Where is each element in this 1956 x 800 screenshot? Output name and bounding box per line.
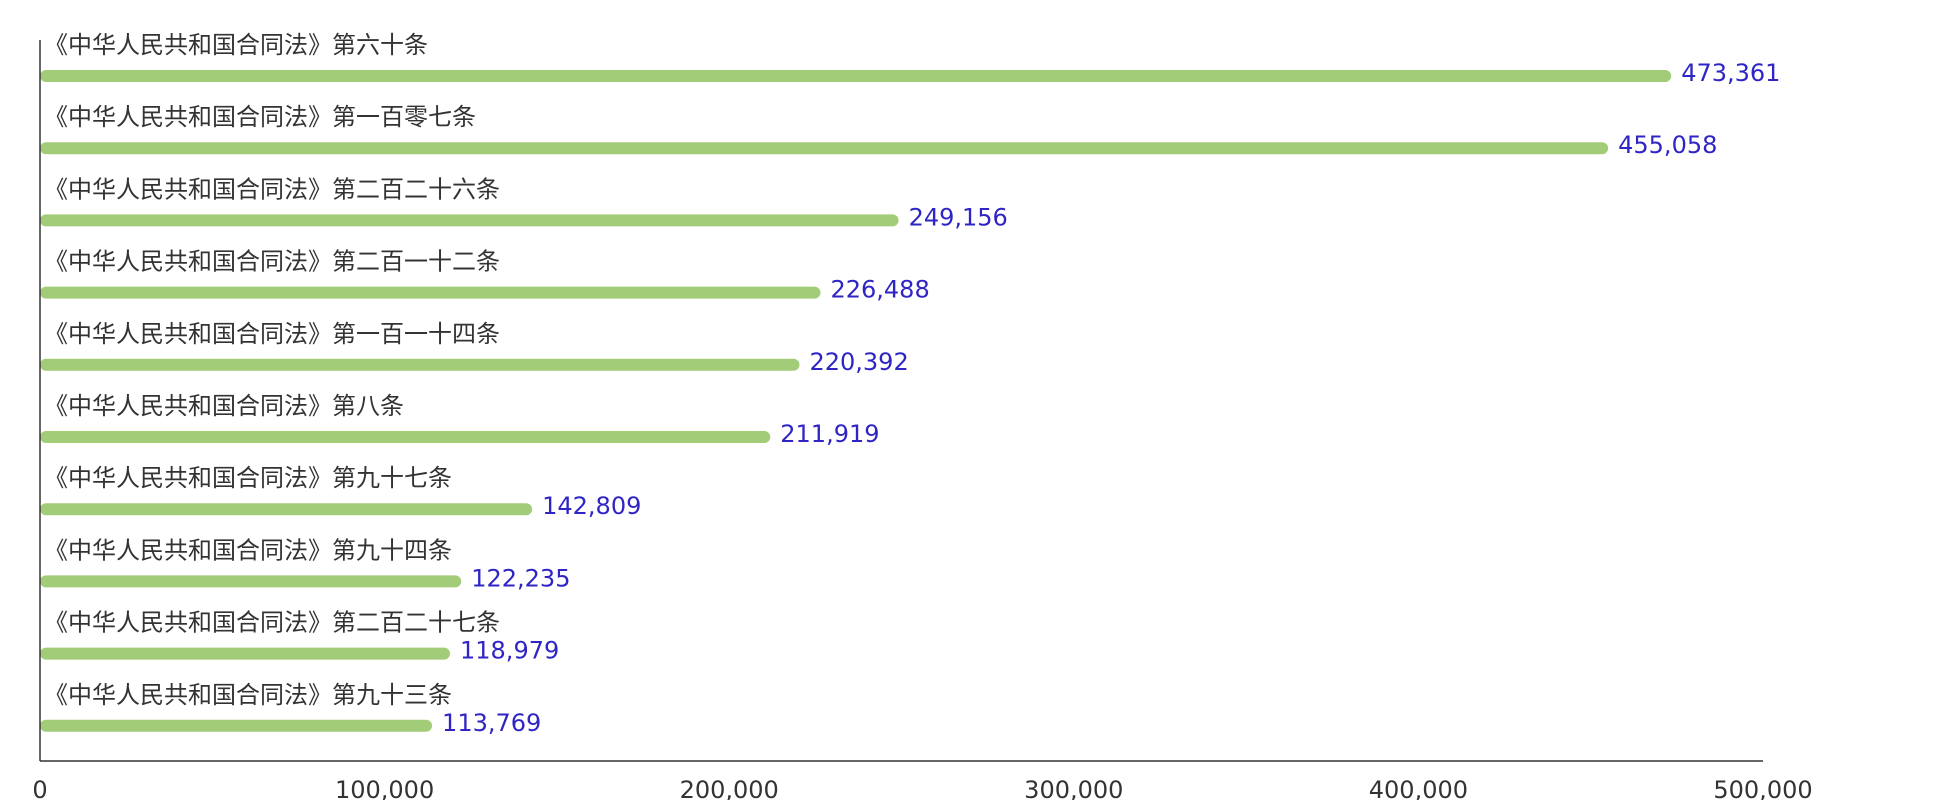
bars-layer [40, 70, 1672, 732]
bar [40, 431, 771, 443]
value-label: 220,392 [809, 348, 908, 376]
bar [40, 286, 821, 299]
category-labels-layer: 《中华人民共和国合同法》第六十条《中华人民共和国合同法》第一百零七条《中华人民共… [44, 31, 500, 709]
bar [40, 503, 533, 516]
x-tick-label: 400,000 [1369, 776, 1468, 800]
x-tick-label: 200,000 [680, 776, 779, 800]
bar [40, 575, 462, 588]
value-label: 226,488 [830, 276, 929, 304]
value-labels-layer: 473,361 455,058 249,156 226,488 220,392 211,9… [442, 59, 1780, 737]
bar [40, 70, 1672, 82]
category-label: 《中华人民共和国合同法》第八条 [44, 392, 404, 420]
x-tick-label: 500,000 [1713, 776, 1812, 800]
bar [40, 358, 800, 371]
category-label: 《中华人民共和国合同法》第一百一十四条 [44, 320, 500, 348]
value-label: 142,809 [542, 492, 641, 520]
category-label: 《中华人民共和国合同法》第二百二十六条 [44, 175, 500, 203]
x-tick-labels-layer: 0 100,000 200,000 300,000 400,000 500,000 [32, 776, 1812, 800]
category-label: 《中华人民共和国合同法》第六十条 [44, 31, 428, 59]
category-label: 《中华人民共和国合同法》第二百二十七条 [44, 609, 500, 637]
bar [40, 719, 433, 732]
value-label: 455,058 [1618, 131, 1717, 159]
x-tick-label: 300,000 [1024, 776, 1123, 800]
bar [40, 142, 1609, 155]
category-label: 《中华人民共和国合同法》第二百一十二条 [44, 248, 500, 276]
category-label: 《中华人民共和国合同法》第一百零七条 [44, 103, 476, 131]
x-tick-label: 0 [32, 776, 47, 800]
category-label: 《中华人民共和国合同法》第九十三条 [44, 681, 452, 709]
value-label: 113,769 [442, 709, 541, 737]
x-tick-label: 100,000 [335, 776, 434, 800]
value-label: 249,156 [909, 203, 1008, 231]
category-label: 《中华人民共和国合同法》第九十七条 [44, 464, 452, 492]
value-label: 118,979 [460, 637, 559, 665]
bar [40, 647, 451, 660]
value-label: 473,361 [1681, 59, 1780, 87]
value-label: 211,919 [780, 420, 879, 448]
bar [40, 214, 899, 227]
category-label: 《中华人民共和国合同法》第九十四条 [44, 536, 452, 564]
value-label: 122,235 [471, 564, 570, 592]
